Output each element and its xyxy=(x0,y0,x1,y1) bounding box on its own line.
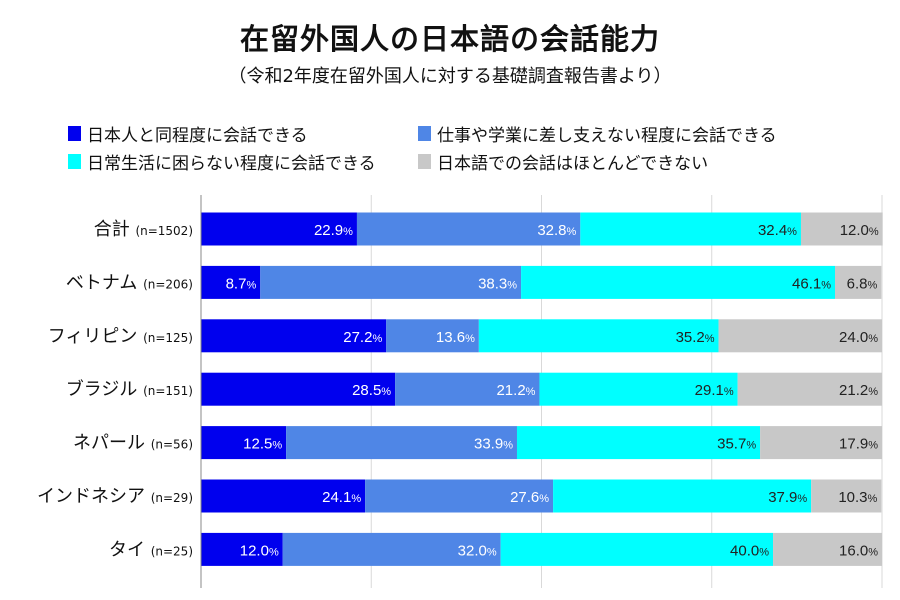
bar-segment xyxy=(201,532,283,566)
data-label: 35.2% xyxy=(676,329,715,346)
chart-title: 在留外国人の日本語の会話能力 xyxy=(239,22,660,56)
legend-swatch xyxy=(68,154,81,169)
data-label: 40.0% xyxy=(730,542,769,559)
legend-label: 仕事や学業に差し支えない程度に会話できる xyxy=(437,126,777,146)
bar-segment xyxy=(737,372,882,406)
data-label: 29.1% xyxy=(695,382,734,399)
data-label: 12.0% xyxy=(840,222,879,239)
legend-swatch xyxy=(418,154,431,169)
data-label: 16.0% xyxy=(839,542,878,559)
bar-segment xyxy=(811,479,882,513)
legend-item-almost-none: 日本語での会話はほとんどできない xyxy=(418,149,708,174)
bar-segment xyxy=(386,319,479,353)
data-label: 13.6% xyxy=(436,329,475,346)
category-label: フィリピン (n=125) xyxy=(48,326,193,347)
bar-segment xyxy=(800,212,883,246)
bar-segment xyxy=(521,265,836,299)
category-label: 合計 (n=1502) xyxy=(94,219,193,240)
legend-label: 日本語での会話はほとんどできない xyxy=(437,154,709,174)
bar-segment xyxy=(516,426,761,460)
data-label: 6.8% xyxy=(847,275,878,292)
bar-segment xyxy=(201,212,357,246)
category-label: インドネシア (n=29) xyxy=(37,486,193,507)
data-label: 24.1% xyxy=(322,489,361,506)
category-label: タイ (n=25) xyxy=(109,539,193,560)
bar-segment xyxy=(478,319,719,353)
bar-segment xyxy=(539,372,738,406)
category-label: ベトナム (n=206) xyxy=(66,272,193,293)
data-label: 37.9% xyxy=(768,489,807,506)
bar-segment xyxy=(201,372,396,406)
bar-segment xyxy=(201,479,366,513)
legend-label: 日本人と同程度に会話できる xyxy=(87,126,308,146)
bar-segment xyxy=(201,319,387,353)
bar-segment xyxy=(260,265,522,299)
data-label: 21.2% xyxy=(496,382,535,399)
legend-swatch xyxy=(68,126,81,141)
legend-item-work-level: 仕事や学業に差し支えない程度に会話できる xyxy=(418,121,777,146)
bar-segment xyxy=(835,265,882,299)
legend-swatch xyxy=(418,126,431,141)
data-label: 32.0% xyxy=(458,542,497,559)
bar-segment xyxy=(773,532,882,566)
data-label: 22.9% xyxy=(314,222,353,239)
data-label: 33.9% xyxy=(474,436,513,453)
legend-item-native-level: 日本人と同程度に会話できる xyxy=(68,121,308,146)
bar-segment xyxy=(553,479,812,513)
bar-segment xyxy=(760,426,882,460)
category-label: ブラジル (n=151) xyxy=(66,378,193,400)
data-label: 28.5% xyxy=(352,382,391,399)
data-label: 8.7% xyxy=(226,275,257,292)
bar-segment xyxy=(201,426,287,460)
data-label: 27.6% xyxy=(510,489,549,506)
data-label: 35.7% xyxy=(717,436,756,453)
data-label: 27.2% xyxy=(343,329,382,346)
data-label: 12.0% xyxy=(240,542,279,559)
data-label: 12.5% xyxy=(243,436,282,453)
data-label: 32.4% xyxy=(758,222,797,239)
bar-segment xyxy=(718,319,882,353)
chart-subtitle: （令和2年度在留外国人に対する基礎調査報告書より） xyxy=(228,66,672,87)
bar-segment xyxy=(286,426,517,460)
legend-label: 日常生活に困らない程度に会話できる xyxy=(87,154,376,174)
data-label: 17.9% xyxy=(839,436,878,453)
data-label: 10.3% xyxy=(838,489,877,506)
data-label: 24.0% xyxy=(839,329,878,346)
data-label: 38.3% xyxy=(478,275,517,292)
bar-segment xyxy=(395,372,540,406)
data-label: 46.1% xyxy=(792,275,831,292)
bar-segment xyxy=(365,479,554,513)
bar-segment xyxy=(201,265,261,299)
legend-item-daily-level: 日常生活に困らない程度に会話できる xyxy=(68,149,376,174)
data-label: 21.2% xyxy=(839,382,878,399)
bar-segment xyxy=(356,212,581,246)
bar-segment xyxy=(500,532,774,566)
bar-segment xyxy=(282,532,501,566)
category-label: ネパール (n=56) xyxy=(73,433,193,454)
bar-segment xyxy=(580,212,801,246)
data-label: 32.8% xyxy=(537,222,576,239)
